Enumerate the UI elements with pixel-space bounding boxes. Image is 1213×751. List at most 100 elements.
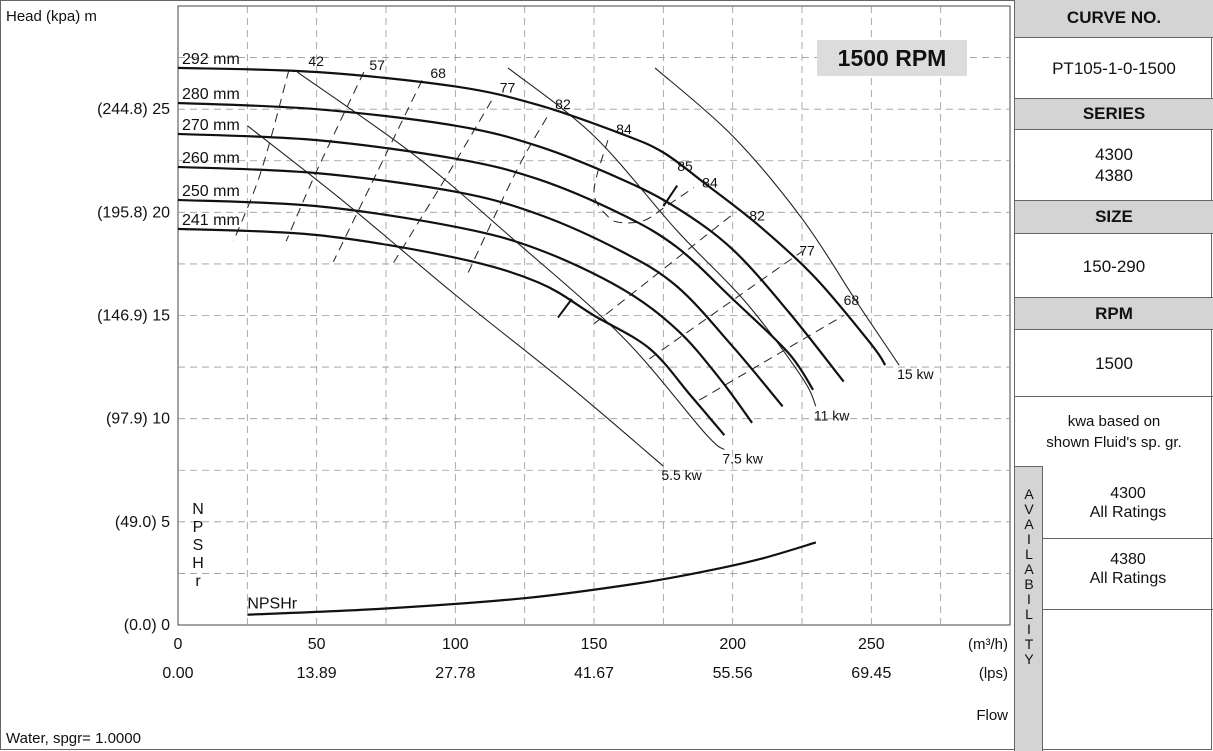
fluid-note: Water, spgr= 1.0000: [6, 730, 141, 747]
x-tick-label: 150: [581, 636, 608, 653]
availability-letter: L: [1025, 546, 1033, 562]
impeller-diameter-label: 260 mm: [182, 150, 240, 167]
efficiency-label: 42: [308, 53, 324, 69]
size-text: 150-290: [1082, 256, 1146, 276]
impeller-diameter-label: 270 mm: [182, 117, 240, 134]
rpm-value: 1500: [1015, 330, 1213, 396]
y-tick-label: (0.0) 0: [124, 617, 170, 634]
npsh-axis-letter: r: [195, 573, 201, 590]
npsh-axis-letter: H: [192, 555, 204, 572]
title-box: [817, 40, 967, 76]
availability-model: 4380: [1110, 551, 1146, 568]
efficiency-label: 82: [749, 208, 765, 224]
rpm-header: RPM: [1015, 297, 1213, 330]
x-tick-label-lps: 27.78: [435, 665, 475, 682]
y-tick-label: (146.9) 15: [97, 308, 170, 325]
head-curve: [177, 165, 784, 407]
npshr-label: NPSHr: [247, 596, 297, 613]
availability-item-4380: 4380 All Ratings: [1043, 550, 1213, 610]
efficiency-label: 82: [555, 96, 571, 112]
efficiency-line-77: [649, 251, 803, 360]
availability-model: 4300: [1110, 485, 1146, 502]
pump-curve-chart: (0.0) 0 (49.0) 5 (97.9) 10 (146.9) 15 (195.8…: [6, 5, 1011, 747]
x-tick-label-lps: 13.89: [297, 665, 337, 682]
x-unit-secondary: (lps): [979, 665, 1008, 682]
power-label: 7.5 kw: [722, 451, 763, 467]
x-axis-title: Flow: [976, 707, 1008, 724]
efficiency-curve-42: [233, 69, 290, 242]
size-header: SIZE: [1015, 200, 1213, 234]
npsh-axis-letter: N: [192, 501, 204, 518]
series-value-2: 4380: [1095, 166, 1133, 185]
efficiency-label: 84: [702, 175, 718, 191]
availability-letter: L: [1025, 606, 1033, 622]
efficiency-curve-82: [465, 117, 548, 277]
npshr-curve: [247, 541, 817, 616]
availability-rating: All Ratings: [1089, 570, 1167, 587]
availability-letter: T: [1024, 636, 1034, 652]
impeller-diameter-label: 250 mm: [182, 183, 240, 200]
chart-title: 1500 RPM: [838, 45, 947, 71]
power-curve: [507, 67, 817, 407]
head-curve: [177, 101, 845, 383]
npsh-axis-letter: P: [193, 519, 204, 536]
impeller-diameter-label: 280 mm: [182, 86, 240, 103]
availability-letter: Y: [1024, 651, 1034, 667]
efficiency-label: 84: [616, 121, 632, 137]
curve-no-text: PT105-1-0-1500: [1052, 58, 1176, 78]
power-curve: [296, 71, 725, 451]
x-tick-label: 0: [174, 636, 183, 653]
efficiency-curve-68: [332, 80, 423, 263]
series-value-1: 4300: [1095, 145, 1133, 164]
efficiency-label: 68: [844, 292, 860, 308]
bep-mark: [557, 298, 573, 319]
availability-letter: B: [1024, 576, 1034, 592]
kwa-note-line-1: kwa based on: [1067, 412, 1161, 430]
y-tick-label: (195.8) 20: [97, 204, 170, 221]
size-value: 150-290: [1015, 234, 1213, 298]
availability-letter: A: [1024, 486, 1034, 502]
efficiency-label: 68: [430, 65, 446, 81]
y-tick-label: (49.0) 5: [115, 514, 170, 531]
series-header: SERIES: [1015, 98, 1213, 130]
availability-rating: All Ratings: [1089, 504, 1167, 521]
efficiency-curve-57: [285, 71, 365, 242]
impeller-diameter-label: 292 mm: [182, 51, 240, 68]
availability-letter: I: [1027, 621, 1031, 637]
x-tick-label-lps: 69.45: [851, 665, 891, 682]
power-label: 5.5 kw: [661, 467, 702, 483]
power-curve: [654, 67, 900, 366]
y-axis-title: Head (kpa) m: [6, 8, 97, 25]
curve-no-header: CURVE NO.: [1015, 0, 1213, 38]
x-tick-label: 50: [308, 636, 326, 653]
availability-letter: I: [1027, 531, 1031, 547]
x-tick-label-lps: 0.00: [162, 665, 193, 682]
efficiency-label: 85: [677, 158, 693, 174]
curve-no-value: PT105-1-0-1500: [1015, 38, 1213, 98]
head-curve: [177, 66, 887, 366]
availability-letter: I: [1027, 591, 1031, 607]
efficiency-curve-84: [593, 139, 695, 224]
y-tick-label: (97.9) 10: [106, 411, 170, 428]
head-curve: [177, 227, 726, 436]
x-tick-label: 250: [858, 636, 885, 653]
kwa-note-line-2: shown Fluid's sp. gr.: [1046, 433, 1182, 451]
power-curve: [246, 125, 664, 467]
kwa-note: kwa based on shown Fluid's sp. gr.: [1015, 396, 1213, 466]
availability-letter: A: [1024, 561, 1034, 577]
x-tick-label: 200: [719, 636, 746, 653]
availability-item-4300: 4300 All Ratings: [1043, 484, 1213, 539]
head-curve: [177, 132, 815, 391]
x-tick-label-lps: 55.56: [713, 665, 753, 682]
x-tick-label-lps: 41.67: [574, 665, 614, 682]
efficiency-label: 57: [369, 57, 385, 73]
head-curve: [177, 198, 753, 424]
npsh-axis-letter: S: [193, 537, 204, 554]
bep-mark: [662, 184, 679, 207]
info-panel: CURVE NO. PT105-1-0-1500 SERIES 4300 438…: [1014, 0, 1213, 751]
efficiency-line-68: [699, 315, 844, 401]
availability-letter: V: [1024, 501, 1034, 517]
